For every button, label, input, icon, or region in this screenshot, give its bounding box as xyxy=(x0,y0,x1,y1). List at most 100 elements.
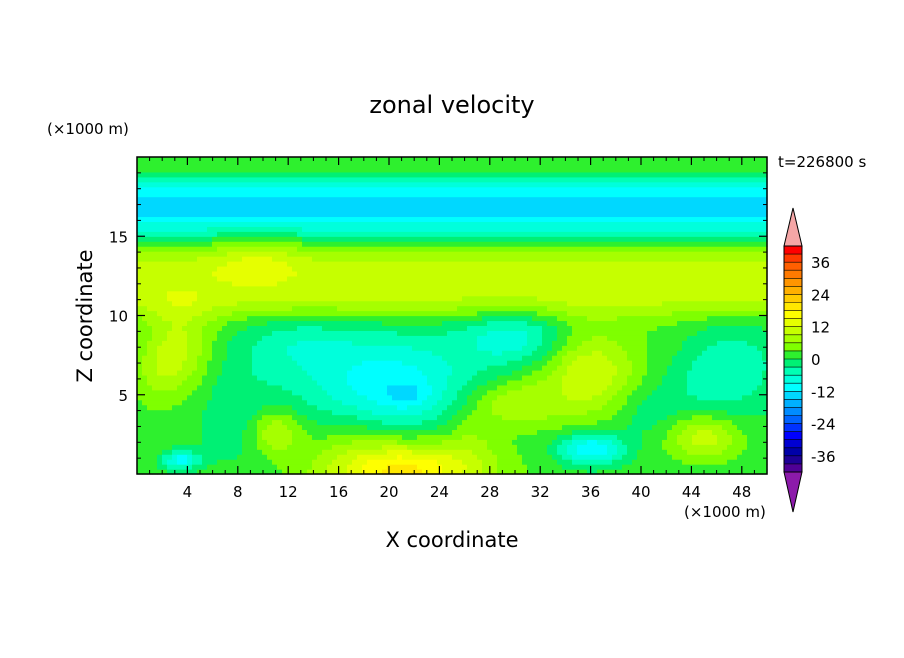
heatmap-cell xyxy=(372,265,378,272)
heatmap-cell xyxy=(182,275,188,282)
heatmap-cell xyxy=(367,350,373,356)
heatmap-cell xyxy=(452,369,458,376)
heatmap-cell xyxy=(487,181,493,188)
heatmap-cell xyxy=(442,270,448,277)
heatmap-cell xyxy=(197,459,203,465)
heatmap-cell xyxy=(247,350,253,356)
heatmap-cell xyxy=(242,419,248,426)
heatmap-cell xyxy=(457,404,463,411)
heatmap-cell xyxy=(502,201,508,208)
heatmap-cell xyxy=(522,454,528,460)
heatmap-cell xyxy=(452,389,458,396)
heatmap-cell xyxy=(452,300,458,307)
heatmap-cell xyxy=(297,325,303,331)
heatmap-cell xyxy=(162,369,168,376)
heatmap-cell xyxy=(492,191,498,198)
heatmap-cell xyxy=(407,320,413,326)
heatmap-cell xyxy=(192,374,198,381)
heatmap-cell xyxy=(512,365,518,371)
heatmap-cell xyxy=(247,459,253,465)
heatmap-cell xyxy=(437,419,443,426)
heatmap-cell xyxy=(157,196,163,203)
heatmap-cell xyxy=(327,394,333,401)
heatmap-cell xyxy=(182,295,188,302)
heatmap-cell xyxy=(452,315,458,322)
heatmap-cell xyxy=(257,161,263,168)
heatmap-cell xyxy=(512,226,518,232)
heatmap-cell xyxy=(272,365,278,371)
heatmap-cell xyxy=(307,221,313,227)
heatmap-cell xyxy=(137,196,143,203)
heatmap-cell xyxy=(467,265,473,272)
heatmap-cell xyxy=(362,335,368,341)
heatmap-cell xyxy=(287,161,293,168)
heatmap-cell xyxy=(462,369,468,376)
heatmap-cell xyxy=(467,369,473,376)
heatmap-cell xyxy=(352,469,358,475)
heatmap-cell xyxy=(317,379,323,386)
heatmap-cell xyxy=(302,459,308,465)
heatmap-cell xyxy=(367,444,373,450)
heatmap-cell xyxy=(182,360,188,366)
heatmap-cell xyxy=(192,270,198,277)
heatmap-cell xyxy=(472,261,478,267)
heatmap-cell xyxy=(507,275,513,282)
heatmap-cell xyxy=(482,261,488,267)
heatmap-cell xyxy=(182,181,188,188)
heatmap-cell xyxy=(422,251,428,257)
heatmap-cell xyxy=(227,300,233,307)
heatmap-cell xyxy=(477,310,483,317)
heatmap-cell xyxy=(232,295,238,302)
heatmap-cell xyxy=(437,295,443,302)
heatmap-cell xyxy=(187,379,193,386)
heatmap-cell xyxy=(312,305,318,312)
heatmap-cell xyxy=(502,226,508,232)
heatmap-cell xyxy=(262,221,268,227)
heatmap-cell xyxy=(522,186,528,193)
heatmap-cell xyxy=(317,157,323,163)
heatmap-cell xyxy=(232,300,238,307)
heatmap-cell xyxy=(327,439,333,445)
heatmap-cell xyxy=(442,251,448,257)
heatmap-cell xyxy=(442,181,448,188)
heatmap-cell xyxy=(147,300,153,307)
heatmap-cell xyxy=(417,241,423,247)
heatmap-cell xyxy=(462,330,468,336)
heatmap-cell xyxy=(482,300,488,307)
heatmap-cell xyxy=(527,464,533,470)
heatmap-cell xyxy=(507,429,513,435)
heatmap-cell xyxy=(227,464,233,470)
heatmap-cell xyxy=(457,330,463,336)
heatmap-cell xyxy=(182,196,188,203)
heatmap-cell xyxy=(192,157,198,163)
heatmap-cell xyxy=(262,246,268,252)
heatmap-cell xyxy=(522,176,528,183)
heatmap-cell xyxy=(517,355,523,361)
heatmap-cell xyxy=(177,226,183,232)
heatmap-cell xyxy=(297,280,303,287)
heatmap-cell xyxy=(252,265,258,272)
heatmap-cell xyxy=(517,246,523,252)
heatmap-cell xyxy=(412,166,418,173)
heatmap-cell xyxy=(472,330,478,336)
heatmap-cell xyxy=(387,265,393,272)
heatmap-cell xyxy=(412,285,418,292)
heatmap-cell xyxy=(302,211,308,218)
heatmap-cell xyxy=(492,384,498,391)
heatmap-cell xyxy=(247,181,253,188)
heatmap-cell xyxy=(322,295,328,302)
heatmap-cell xyxy=(352,335,358,341)
heatmap-cell xyxy=(457,454,463,460)
heatmap-cell xyxy=(167,315,173,322)
heatmap-cell xyxy=(422,186,428,193)
heatmap-cell xyxy=(232,201,238,208)
heatmap-cell xyxy=(502,469,508,475)
heatmap-cell xyxy=(227,340,233,346)
heatmap-cell xyxy=(302,469,308,475)
heatmap-cell xyxy=(392,394,398,401)
heatmap-cell xyxy=(357,330,363,336)
heatmap-cell xyxy=(232,221,238,227)
heatmap-cell xyxy=(157,379,163,386)
heatmap-cell xyxy=(172,246,178,252)
heatmap-cell xyxy=(487,176,493,183)
